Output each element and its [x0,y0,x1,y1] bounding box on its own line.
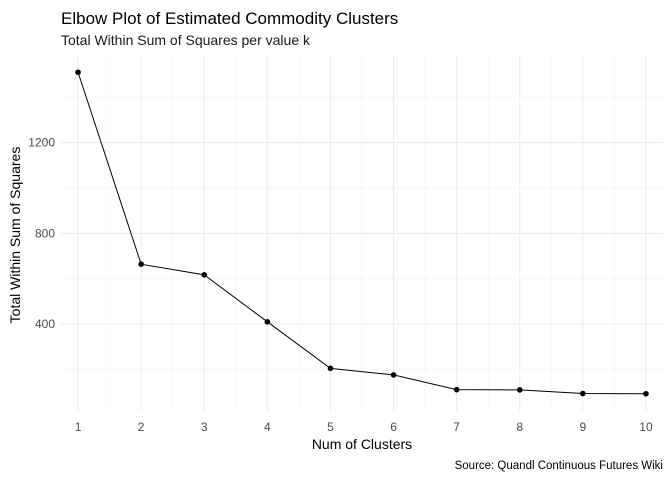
data-point [390,372,397,378]
chart-title: Elbow Plot of Estimated Commodity Cluste… [61,9,398,28]
x-tick-label: 6 [390,420,397,434]
chart-subtitle: Total Within Sum of Squares per value k [61,32,311,48]
x-tick-label: 3 [201,420,208,434]
x-tick-label: 5 [327,420,334,434]
data-point [201,272,208,278]
y-tick-label: 400 [35,317,55,331]
y-tick-label: 1200 [28,136,55,150]
x-tick-label: 9 [580,420,587,434]
chart-caption: Source: Quandl Continuous Futures Wiki [455,460,663,472]
data-point [75,69,81,76]
data-point [580,390,586,397]
data-point [453,386,460,393]
x-tick-label: 7 [453,420,460,434]
data-point [138,261,144,267]
y-axis-title: Total Within Sum of Squares [7,147,23,324]
y-tick-label: 800 [35,226,55,240]
x-tick-label: 2 [138,420,145,434]
x-axis-title: Num of Clusters [312,436,412,452]
x-tick-label: 4 [264,420,271,434]
data-point [327,365,334,372]
series [75,69,649,397]
data-point [264,319,271,325]
x-tick-label: 1 [75,420,82,434]
data-point [516,387,523,393]
data-point [643,390,649,397]
series-line [77,72,646,395]
x-tick-label: 8 [516,420,523,434]
grid [61,55,663,411]
tick-labels: 400 800 1200 1 2 3 4 5 6 7 8 9 10 [28,136,653,434]
x-tick-label: 10 [639,420,653,434]
